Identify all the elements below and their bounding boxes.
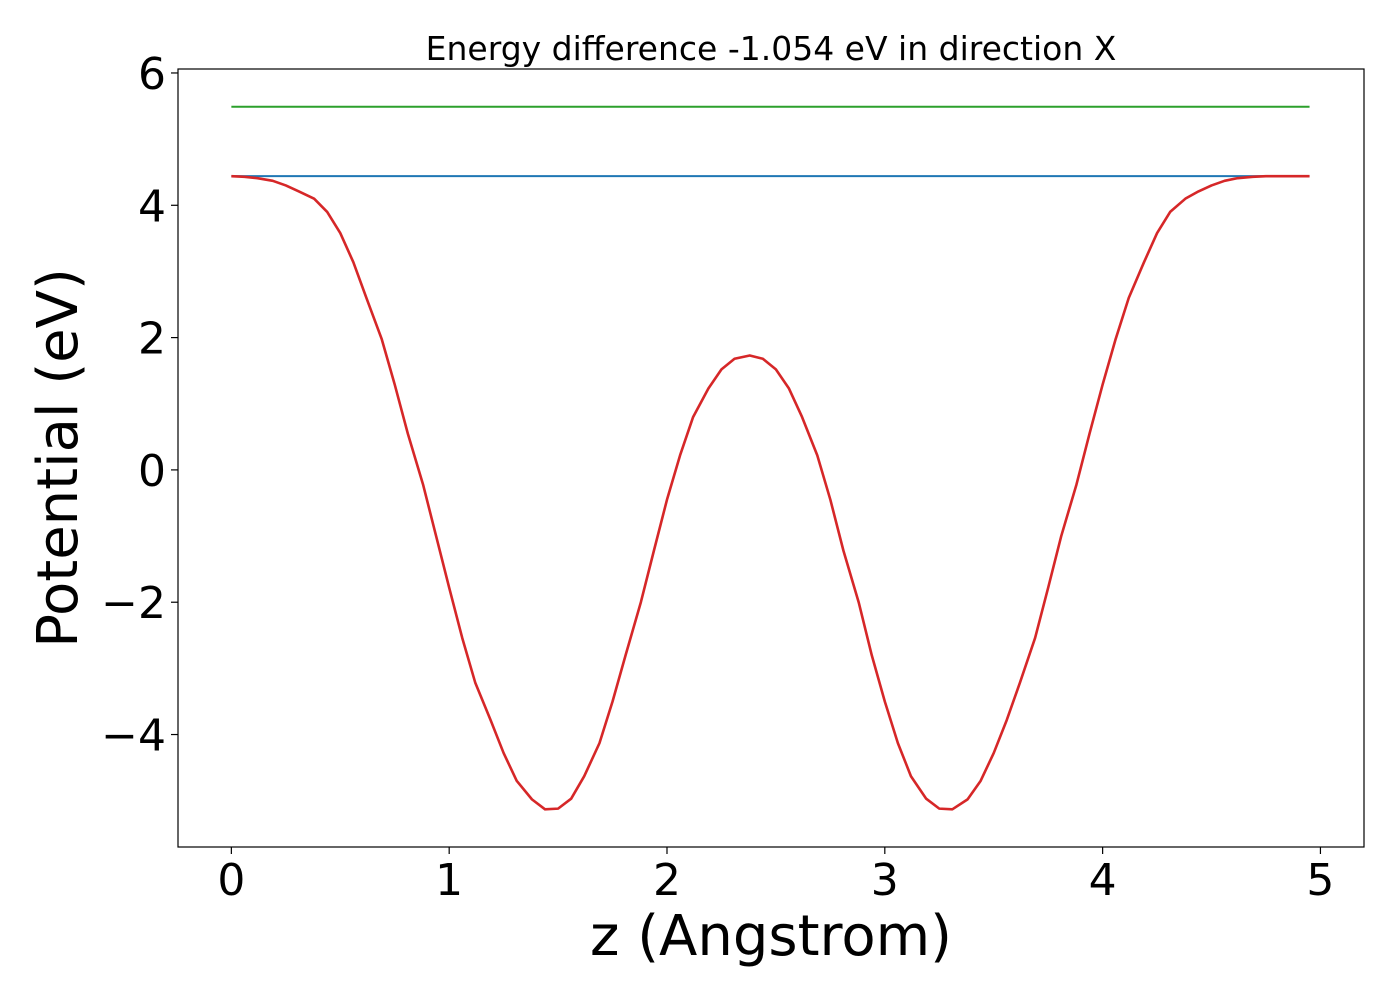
- x-tick-label: 5: [1306, 855, 1334, 906]
- y-tick-label: −4: [101, 711, 166, 762]
- y-axis-ticks: −4 −2 0 2 4 6: [101, 49, 178, 762]
- x-tick-label: 3: [871, 855, 899, 906]
- y-tick-label: −2: [101, 578, 166, 629]
- x-tick-label: 2: [653, 855, 681, 906]
- y-tick-label: 4: [138, 181, 166, 232]
- plot-area: 0 1 2 3 4 5 −4 −2 0 2 4 6: [101, 49, 1365, 906]
- y-tick-label: 2: [138, 314, 166, 365]
- y-tick-label: 0: [138, 446, 166, 497]
- series-line-2: [231, 174, 1310, 811]
- series-group: [231, 105, 1310, 811]
- x-tick-label: 1: [435, 855, 463, 906]
- x-axis-ticks: 0 1 2 3 4 5: [217, 847, 1334, 906]
- x-axis-label: z (Angstrom): [590, 904, 952, 969]
- x-tick-label: 4: [1089, 855, 1117, 906]
- y-axis-label: Potential (eV): [26, 268, 91, 648]
- chart-title: Energy difference -1.054 eV in direction…: [426, 29, 1117, 68]
- y-tick-label: 6: [138, 49, 166, 100]
- plot-frame: [177, 68, 1365, 848]
- x-tick-label: 0: [217, 855, 245, 906]
